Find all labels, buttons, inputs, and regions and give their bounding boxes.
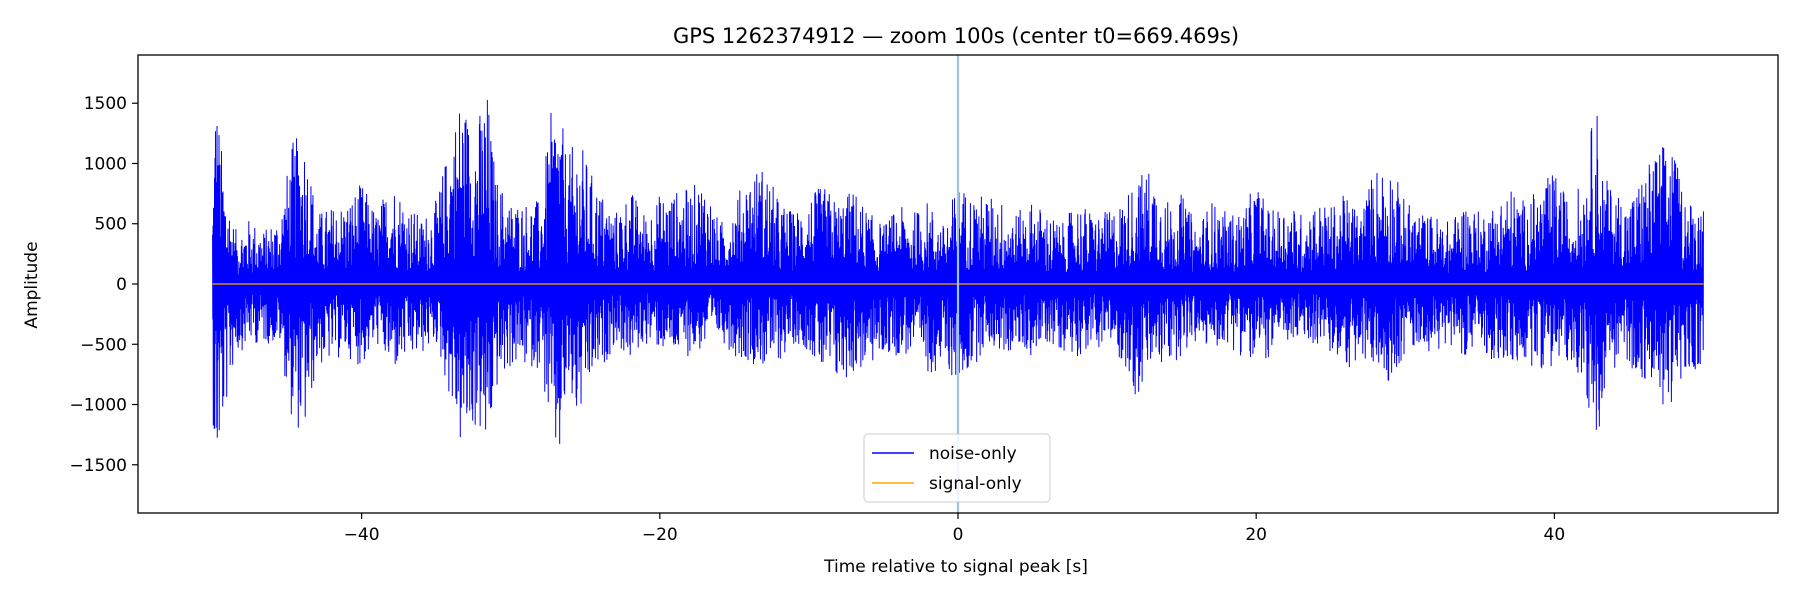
legend-label-signal-only: signal-only — [929, 474, 1022, 494]
y-tick-label: 0 — [116, 275, 127, 295]
x-tick-label: 20 — [1245, 525, 1267, 545]
y-tick-label: 1000 — [84, 154, 127, 174]
y-tick-label: 1500 — [84, 94, 127, 114]
y-tick-label: −500 — [80, 335, 127, 355]
chart-title: GPS 1262374912 — zoom 100s (center t0=66… — [673, 24, 1239, 48]
y-tick-label: −1000 — [69, 396, 127, 416]
x-tick-label: −20 — [642, 525, 678, 545]
y-tick-label: 500 — [95, 215, 127, 235]
plot-area: −40 −20 0 20 40 −1500 −1000 −500 0 500 1000 1500 noi… — [69, 54, 1779, 545]
x-tick-label: 40 — [1544, 525, 1566, 545]
y-axis-label: Amplitude — [22, 241, 42, 328]
x-axis-label: Time relative to signal peak [s] — [823, 557, 1088, 577]
x-tick-label: 0 — [953, 525, 964, 545]
x-tick-label: −40 — [344, 525, 380, 545]
legend-label-noise-only: noise-only — [929, 444, 1017, 464]
legend-box — [863, 433, 1051, 503]
y-tick-label: −1500 — [69, 456, 127, 476]
